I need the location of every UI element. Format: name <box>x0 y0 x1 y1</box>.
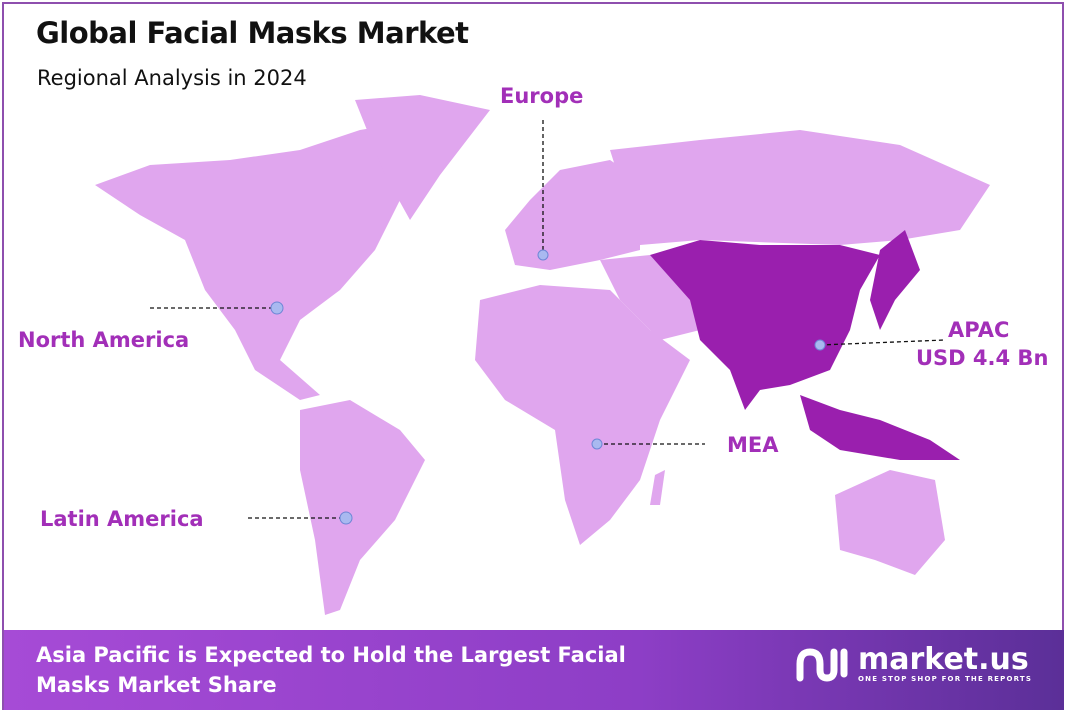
apac-shape <box>650 230 960 460</box>
north-america-shape <box>95 120 440 400</box>
mea-label: MEA <box>727 433 779 457</box>
latin-america-marker <box>339 511 353 525</box>
europe-marker <box>537 249 549 261</box>
logo-tagline: ONE STOP SHOP FOR THE REPORTS <box>858 675 1033 683</box>
madagascar-shape <box>650 470 665 505</box>
logo-name: market.us <box>858 642 1029 677</box>
greenland-shape <box>355 95 490 220</box>
europe-shape <box>505 160 640 270</box>
mea-marker <box>591 438 603 450</box>
apac-marker <box>814 339 826 351</box>
apac-label: APAC <box>948 318 1010 342</box>
north-america-marker <box>270 301 284 315</box>
market-us-logo: market.us ONE STOP SHOP FOR THE REPORTS <box>794 644 1032 684</box>
south-america-shape <box>300 400 425 615</box>
page-title: Global Facial Masks Market <box>36 16 469 50</box>
europe-label: Europe <box>500 84 584 108</box>
footer-line-2: Masks Market Share <box>36 673 277 697</box>
page-subtitle: Regional Analysis in 2024 <box>37 66 307 90</box>
logo-mark-icon <box>796 648 848 682</box>
footer-banner: Asia Pacific is Expected to Hold the Lar… <box>4 630 1064 710</box>
footer-text: Asia Pacific is Expected to Hold the Lar… <box>36 640 626 700</box>
asia-north-shape <box>610 130 990 245</box>
australia-shape <box>835 470 945 575</box>
apac-value: USD 4.4 Bn <box>916 346 1049 370</box>
latin-america-label: Latin America <box>40 507 204 531</box>
north-america-label: North America <box>18 328 190 352</box>
africa-shape <box>475 285 690 545</box>
footer-line-1: Asia Pacific is Expected to Hold the Lar… <box>36 643 626 667</box>
